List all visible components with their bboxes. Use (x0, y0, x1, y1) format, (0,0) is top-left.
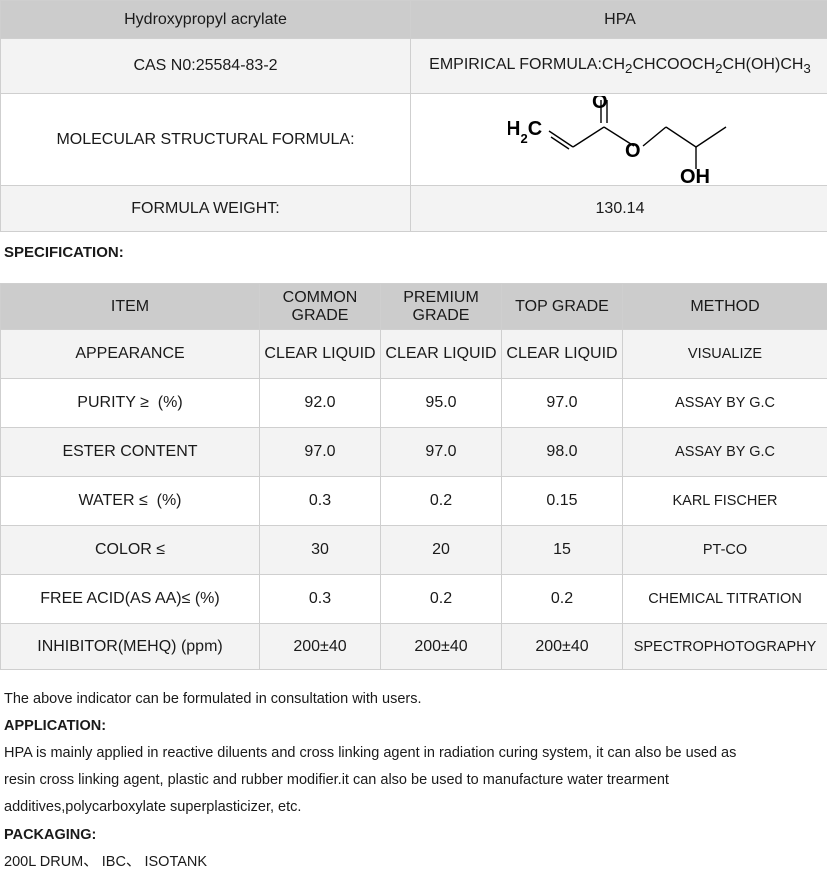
svg-text:O: O (592, 96, 608, 113)
svg-text:O: O (625, 140, 641, 162)
svg-text:OH: OH (680, 166, 710, 184)
svg-text:H2C: H2C (508, 118, 542, 146)
